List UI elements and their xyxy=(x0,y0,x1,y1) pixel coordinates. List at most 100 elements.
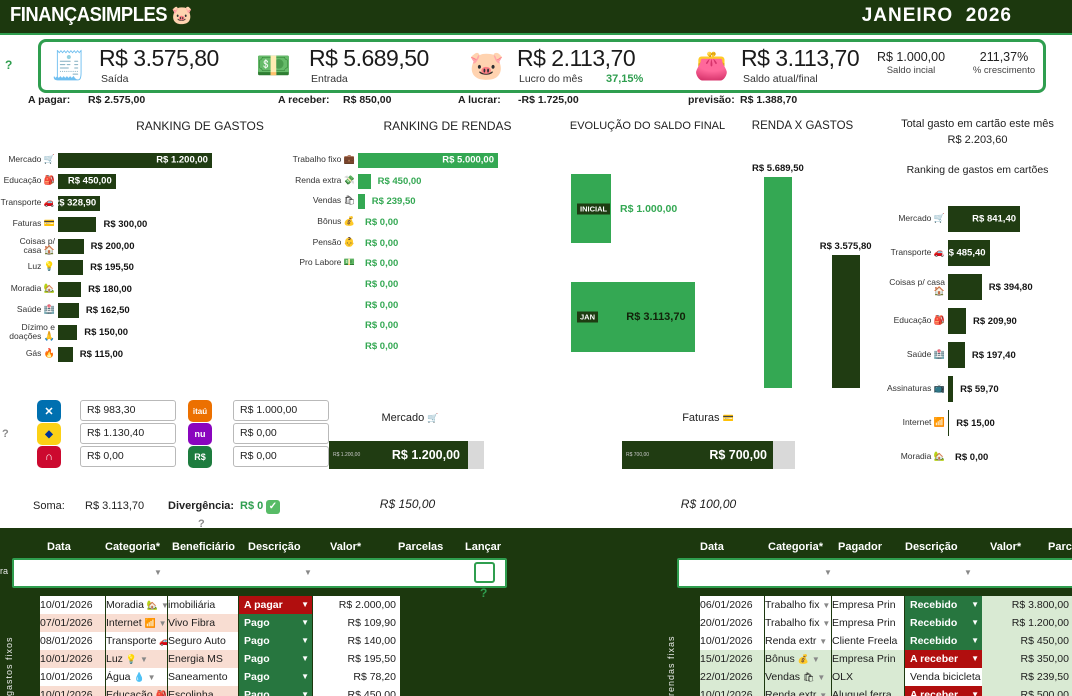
cell-data: 07/01/2026 xyxy=(40,614,105,632)
lancar-checkbox[interactable] xyxy=(474,562,495,583)
cell-categoria[interactable]: Água 💧 ▼ xyxy=(106,668,167,686)
cell-valor: R$ 450,00 xyxy=(313,686,400,696)
crescimento-value: 211,37% xyxy=(979,50,1029,64)
budget-tiny-label: R$ 1.200,00 xyxy=(333,452,361,458)
a-pagar-value: R$ 2.575,00 xyxy=(88,94,146,106)
rendas-row: R$ 0,00 xyxy=(365,319,399,331)
bar xyxy=(763,176,792,388)
cell-status-dropdown[interactable]: Pago ▼ xyxy=(239,650,312,668)
cell-categoria[interactable]: Vendas 🛍 ▼ xyxy=(765,668,831,686)
baby-icon: 👶 xyxy=(343,237,355,248)
car-icon: 🚗 xyxy=(159,636,167,646)
cell-status-dropdown[interactable]: A receber ▼ xyxy=(905,686,982,696)
col-header-parcelas: Parcelas xyxy=(398,541,444,553)
col-header-descricao: Descrição xyxy=(905,541,958,553)
cell-status-dropdown[interactable]: Pago ▼ xyxy=(239,632,312,650)
cell-pagador: OLX xyxy=(832,668,904,686)
backpack-icon: 🎒 xyxy=(43,175,55,186)
cell-status-dropdown[interactable]: Pago ▼ xyxy=(239,614,312,632)
card-icon: 💳 xyxy=(722,413,734,423)
chevron-down-icon[interactable]: ▼ xyxy=(964,568,972,577)
mercado-budget-bar: R$ 1.200,00 R$ 1.200,00 xyxy=(329,441,484,469)
moneybag-icon: 💰 xyxy=(797,654,809,664)
rs-bank-balance-input[interactable]: R$ 0,00 xyxy=(233,446,329,467)
rendas-entry-row[interactable]: ▼ ▼ xyxy=(677,558,1072,588)
gastos-row: Gás 🔥 R$ 115,00 xyxy=(25,346,124,362)
kpi-entrada-value: R$ 5.689,50 xyxy=(309,45,429,71)
chevron-down-icon[interactable]: ▼ xyxy=(304,568,312,577)
banco-do-brasil-balance-input[interactable]: R$ 1.130,40 xyxy=(80,423,176,444)
faturas-budget-remaining: R$ 100,00 xyxy=(680,497,737,511)
signal-icon: 📶 xyxy=(144,618,156,628)
side-fragment: ra xyxy=(0,566,9,576)
cell-categoria[interactable]: Transporte 🚗 ▼ xyxy=(106,632,167,650)
chevron-down-icon[interactable]: ▼ xyxy=(154,568,162,577)
gastos-entry-row[interactable]: ▼ ▼ xyxy=(12,558,507,588)
cell-descricao-dropdown[interactable]: Venda bicicleta ▼ xyxy=(905,668,982,686)
cell-valor: R$ 3.800,00 xyxy=(982,596,1072,614)
cell-categoria[interactable]: Bônus 💰 ▼ xyxy=(765,650,831,668)
caixa-balance-input[interactable]: R$ 983,30 xyxy=(80,400,176,421)
rendas-row: Pro Labore 💵 R$ 0,00 xyxy=(299,257,399,269)
cell-categoria[interactable]: Internet 📶 ▼ xyxy=(106,614,167,632)
cell-categoria[interactable]: Trabalho fix ▼ xyxy=(765,596,831,614)
faturas-budget-title: Faturas 💳 xyxy=(682,412,734,424)
cell-status-dropdown[interactable]: A pagar ▼ xyxy=(239,596,312,614)
col-header-beneficiario: Beneficiário xyxy=(172,541,235,553)
home-icon: 🏡 xyxy=(43,283,55,294)
rendas-row: Vendas 🛍 R$ 239,50 xyxy=(312,193,416,209)
cell-status-dropdown[interactable]: Recebido ▼ xyxy=(905,596,982,614)
a-pagar-label: A pagar: xyxy=(28,94,71,106)
kpi-saldo-label: Saldo atual/final xyxy=(743,73,818,85)
cell-status-dropdown[interactable]: Pago ▼ xyxy=(239,686,312,696)
cell-categoria[interactable]: Renda extr ▼ xyxy=(765,632,831,650)
chevron-down-icon[interactable]: ▼ xyxy=(824,568,832,577)
bar xyxy=(948,410,950,436)
nubank-balance-input[interactable]: R$ 0,00 xyxy=(233,423,329,444)
cell-status-dropdown[interactable]: Recebido ▼ xyxy=(905,614,982,632)
header-bar xyxy=(0,0,1072,33)
bar-chip: JAN xyxy=(577,311,599,323)
rendas-row: Pensão 👶 R$ 0,00 xyxy=(312,237,399,249)
bar xyxy=(58,324,78,340)
lancar-help-icon: ? xyxy=(480,586,488,600)
rxg-chart: R$ 5.689,50 R$ 3.575,80 xyxy=(752,153,872,388)
home-icon: 🏡 xyxy=(146,600,159,610)
house-icon: 🏠 xyxy=(43,244,55,255)
bradesco-balance-input[interactable]: R$ 0,00 xyxy=(80,446,176,467)
col-header-data: Data xyxy=(47,541,71,553)
moneybag-icon: 💰 xyxy=(343,216,355,227)
cards-row: Internet 📶 R$ 15,00 xyxy=(880,409,995,437)
itau-balance-input[interactable]: R$ 1.000,00 xyxy=(233,400,329,421)
cell-categoria[interactable]: Educação 🎒 ▼ xyxy=(106,686,167,696)
cards-row: Moradia 🏡 R$ 0,00 xyxy=(900,451,989,463)
kpi-lucro-value: R$ 2.113,70 xyxy=(517,45,636,71)
gastos-row: Mercado 🛒 R$ 1.200,00 xyxy=(0,150,212,170)
rs-bank-logo-icon: R$ xyxy=(188,446,212,468)
rendas-chart: Trabalho fixo 💼 R$ 5.000,00 Renda extra 💸… xyxy=(270,150,550,360)
kpi-crescimento: 211,37% % crescimento xyxy=(939,50,1069,76)
cell-categoria[interactable]: Renda extr ▼ xyxy=(765,686,831,696)
gastos-row: Saúde 🏥 R$ 162,50 xyxy=(16,302,130,318)
cell-categoria[interactable]: Moradia 🏡 ▼ xyxy=(106,596,167,614)
cell-status-dropdown[interactable]: Recebido ▼ xyxy=(905,632,982,650)
cell-status-dropdown[interactable]: A receber ▼ xyxy=(905,650,982,668)
money-icon: 💵 xyxy=(256,50,291,81)
cell-categoria[interactable]: Trabalho fix ▼ xyxy=(765,614,831,632)
budget-spent-label: R$ 1.200,00 xyxy=(391,448,460,462)
bar xyxy=(58,238,84,254)
cart-icon: 🛒 xyxy=(427,413,439,423)
cell-status-dropdown[interactable]: Pago ▼ xyxy=(239,668,312,686)
banks-help-icon: ? xyxy=(2,428,9,440)
home-icon: 🏡 xyxy=(933,451,945,462)
gastos-row: Dízimo e doações 🙏 R$ 150,00 xyxy=(9,321,129,341)
cell-categoria[interactable]: Luz 💡 ▼ xyxy=(106,650,167,668)
cell-beneficiario: Seguro Auto xyxy=(168,632,238,650)
cards-total-label: Total gasto em cartão este mês xyxy=(901,118,1054,130)
bulb-icon: 💡 xyxy=(43,261,55,272)
cash-icon: 💸 xyxy=(343,175,355,186)
cell-valor: R$ 2.000,00 xyxy=(313,596,400,614)
signal-icon: 📶 xyxy=(933,417,945,428)
gastos-row: Transporte 🚗 R$ 328,90 xyxy=(0,193,101,213)
piggy-icon: 🐷 xyxy=(469,50,504,81)
